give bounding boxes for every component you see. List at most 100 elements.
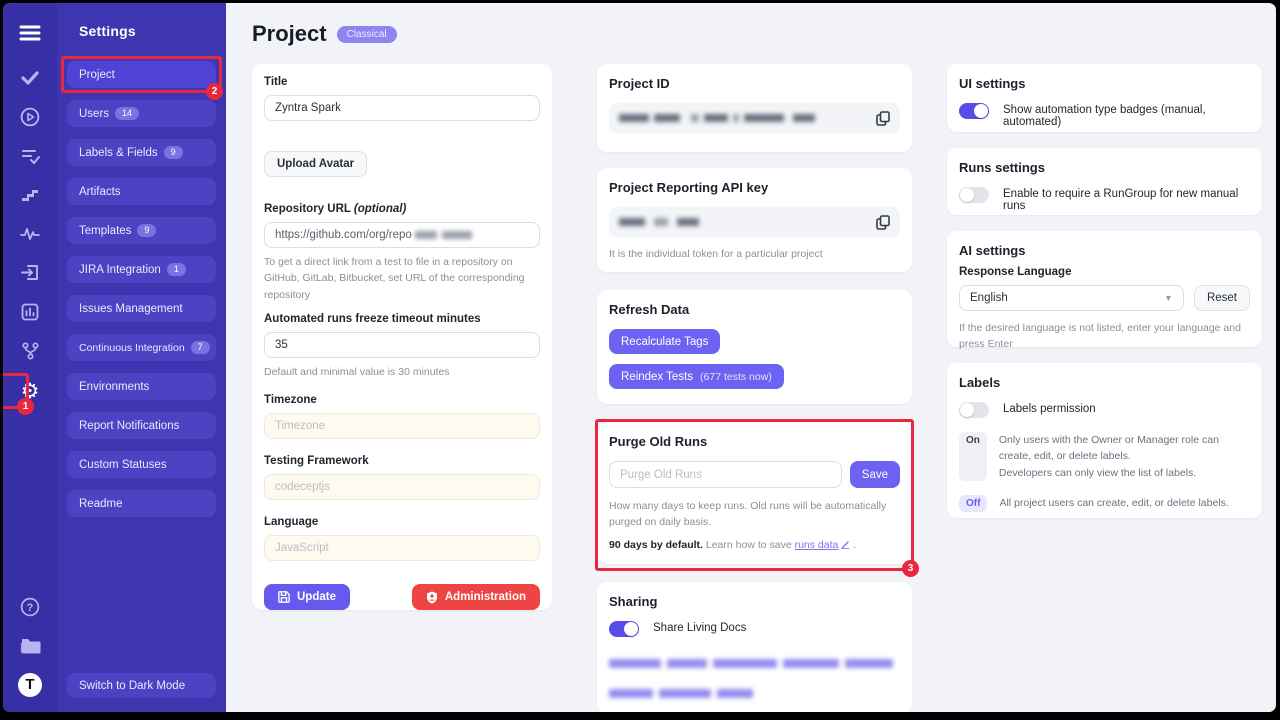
menu-icon[interactable] bbox=[3, 13, 57, 52]
settings-sidebar: Settings Project 2 Users 14 Labels & Fie… bbox=[57, 3, 226, 712]
rungroup-required-toggle[interactable] bbox=[959, 187, 989, 203]
check-icon[interactable] bbox=[3, 58, 57, 97]
project-id-title: Project ID bbox=[609, 76, 670, 91]
automation-badges-label: Show automation type badges (manual, aut… bbox=[1003, 104, 1206, 128]
api-key-card: Project Reporting API key It is the indi… bbox=[597, 168, 912, 272]
purge-input[interactable] bbox=[609, 461, 842, 488]
count-badge: 14 bbox=[115, 107, 140, 120]
freeze-timeout-help: Default and minimal value is 30 minutes bbox=[264, 365, 450, 378]
purge-title: Purge Old Runs bbox=[609, 434, 708, 449]
api-key-value bbox=[609, 207, 900, 237]
main-content: Project Classical Title Upload Avatar Re… bbox=[226, 3, 1276, 712]
runs-data-link[interactable]: runs data bbox=[794, 538, 839, 551]
purge-help-default: 90 days by default. Learn how to save ru… bbox=[609, 538, 857, 551]
steps-icon[interactable] bbox=[3, 175, 57, 214]
repo-url-label: Repository URL (optional) bbox=[264, 203, 407, 215]
gear-icon[interactable]: ⚙ 1 bbox=[3, 370, 57, 415]
reset-button[interactable]: Reset bbox=[1193, 285, 1250, 311]
redacted-living-docs-link bbox=[609, 649, 900, 710]
labels-off-description: All project users can create, edit, or d… bbox=[999, 496, 1229, 509]
sidebar-item-custom-statuses[interactable]: Custom Statuses bbox=[67, 451, 216, 478]
app-window: ⚙ 1 ? T Settings Project 2 Users 14 bbox=[3, 3, 1276, 712]
labels-permission-toggle[interactable] bbox=[959, 402, 989, 418]
sidebar-item-users[interactable]: Users 14 bbox=[67, 100, 216, 127]
sidebar-item-issues-management[interactable]: Issues Management bbox=[67, 295, 216, 322]
sharing-title: Sharing bbox=[609, 594, 658, 609]
play-circle-icon[interactable] bbox=[3, 97, 57, 136]
testing-framework-input[interactable] bbox=[264, 474, 540, 501]
response-language-label: Response Language bbox=[959, 266, 1072, 278]
administration-button[interactable]: Administration bbox=[411, 584, 540, 611]
redacted-text bbox=[414, 231, 437, 239]
dark-mode-button[interactable]: Switch to Dark Mode bbox=[67, 673, 216, 698]
sidebar-item-labels-fields[interactable]: Labels & Fields 9 bbox=[67, 139, 216, 166]
sidebar-item-environments[interactable]: Environments bbox=[67, 373, 216, 400]
annotation-step-2: 2 bbox=[206, 83, 223, 100]
sharing-card: Sharing Share Living Docs Enable Public … bbox=[597, 582, 912, 712]
sidebar-item-jira-integration[interactable]: JIRA Integration 1 bbox=[67, 256, 216, 283]
labels-on-description: Only users with the Owner or Manager rol… bbox=[998, 434, 1219, 479]
labels-permission-label: Labels permission bbox=[1003, 403, 1096, 415]
copy-icon[interactable] bbox=[876, 110, 890, 126]
list-check-icon[interactable] bbox=[3, 136, 57, 175]
project-id-value bbox=[609, 103, 900, 133]
update-button[interactable]: Update bbox=[264, 584, 350, 611]
language-label: Language bbox=[264, 516, 319, 529]
title-label: Title bbox=[264, 76, 288, 88]
sidebar-item-templates[interactable]: Templates 9 bbox=[67, 217, 216, 244]
redacted-text bbox=[441, 231, 472, 239]
automation-badges-toggle[interactable] bbox=[959, 103, 989, 119]
project-id-card: Project ID bbox=[597, 64, 912, 152]
language-input[interactable] bbox=[264, 535, 540, 562]
timezone-input[interactable] bbox=[264, 413, 540, 440]
response-language-select[interactable]: English ▼ bbox=[959, 285, 1184, 311]
repo-url-input[interactable]: https://github.com/org/repo bbox=[264, 222, 540, 248]
recalculate-tags-button[interactable]: Recalculate Tags bbox=[609, 329, 721, 354]
sidebar-item-readme[interactable]: Readme bbox=[67, 490, 216, 517]
chevron-down-icon: ▼ bbox=[1164, 293, 1173, 303]
runs-settings-card: Runs settings Enable to require a RunGro… bbox=[947, 148, 1262, 215]
sidebar-item-continuous-integration[interactable]: Continuous Integration 7 bbox=[67, 334, 216, 361]
api-key-title: Project Reporting API key bbox=[609, 180, 769, 195]
rungroup-required-label: Enable to require a RunGroup for new man… bbox=[1003, 188, 1239, 212]
import-icon[interactable] bbox=[3, 253, 57, 292]
purge-save-button[interactable]: Save bbox=[849, 461, 900, 488]
api-key-help: It is the individual token for a particu… bbox=[609, 248, 823, 260]
labels-title: Labels bbox=[959, 375, 1001, 390]
share-living-docs-label: Share Living Docs bbox=[653, 622, 747, 634]
title-input[interactable] bbox=[264, 95, 540, 121]
upload-avatar-button[interactable]: Upload Avatar bbox=[264, 151, 368, 177]
sidebar-item-project[interactable]: Project 2 bbox=[61, 56, 223, 100]
ai-settings-help: If the desired language is not listed, e… bbox=[959, 322, 1241, 351]
count-badge: 1 bbox=[166, 263, 186, 276]
sidebar-title: Settings bbox=[79, 23, 136, 39]
folder-icon[interactable] bbox=[3, 626, 57, 665]
sidebar-item-report-notifications[interactable]: Report Notifications bbox=[67, 412, 216, 439]
logo-t[interactable]: T bbox=[3, 665, 57, 704]
repo-url-help: To get a direct link from a test to file… bbox=[264, 256, 525, 301]
copy-icon[interactable] bbox=[876, 214, 890, 230]
reindex-tests-button[interactable]: Reindex Tests (677 tests now) bbox=[609, 364, 784, 389]
analytics-icon[interactable] bbox=[3, 292, 57, 331]
labels-card: Labels Labels permission On Only users w… bbox=[947, 363, 1262, 518]
external-link-icon bbox=[841, 540, 850, 549]
testing-framework-label: Testing Framework bbox=[264, 455, 369, 468]
svg-text:?: ? bbox=[27, 602, 34, 614]
pulse-icon[interactable] bbox=[3, 214, 57, 253]
freeze-timeout-input[interactable] bbox=[264, 331, 540, 358]
off-state-badge: Off bbox=[959, 494, 988, 512]
redacted-project-id bbox=[619, 114, 876, 122]
on-state-badge: On bbox=[959, 432, 987, 481]
help-icon[interactable]: ? bbox=[3, 587, 57, 626]
refresh-data-card: Refresh Data Recalculate Tags Reindex Te… bbox=[597, 290, 912, 404]
runs-settings-title: Runs settings bbox=[959, 160, 1045, 175]
share-living-docs-toggle[interactable] bbox=[609, 621, 639, 637]
timezone-label: Timezone bbox=[264, 394, 317, 407]
ui-settings-card: UI settings Show automation type badges … bbox=[947, 64, 1262, 132]
sidebar-item-artifacts[interactable]: Artifacts bbox=[67, 178, 216, 205]
purge-help: How many days to keep runs. Old runs wil… bbox=[609, 500, 887, 529]
ai-settings-title: AI settings bbox=[959, 243, 1026, 258]
project-form-card: Title Upload Avatar Repository URL (opti… bbox=[252, 64, 552, 611]
ui-settings-title: UI settings bbox=[959, 76, 1026, 91]
branch-icon[interactable] bbox=[3, 331, 57, 370]
